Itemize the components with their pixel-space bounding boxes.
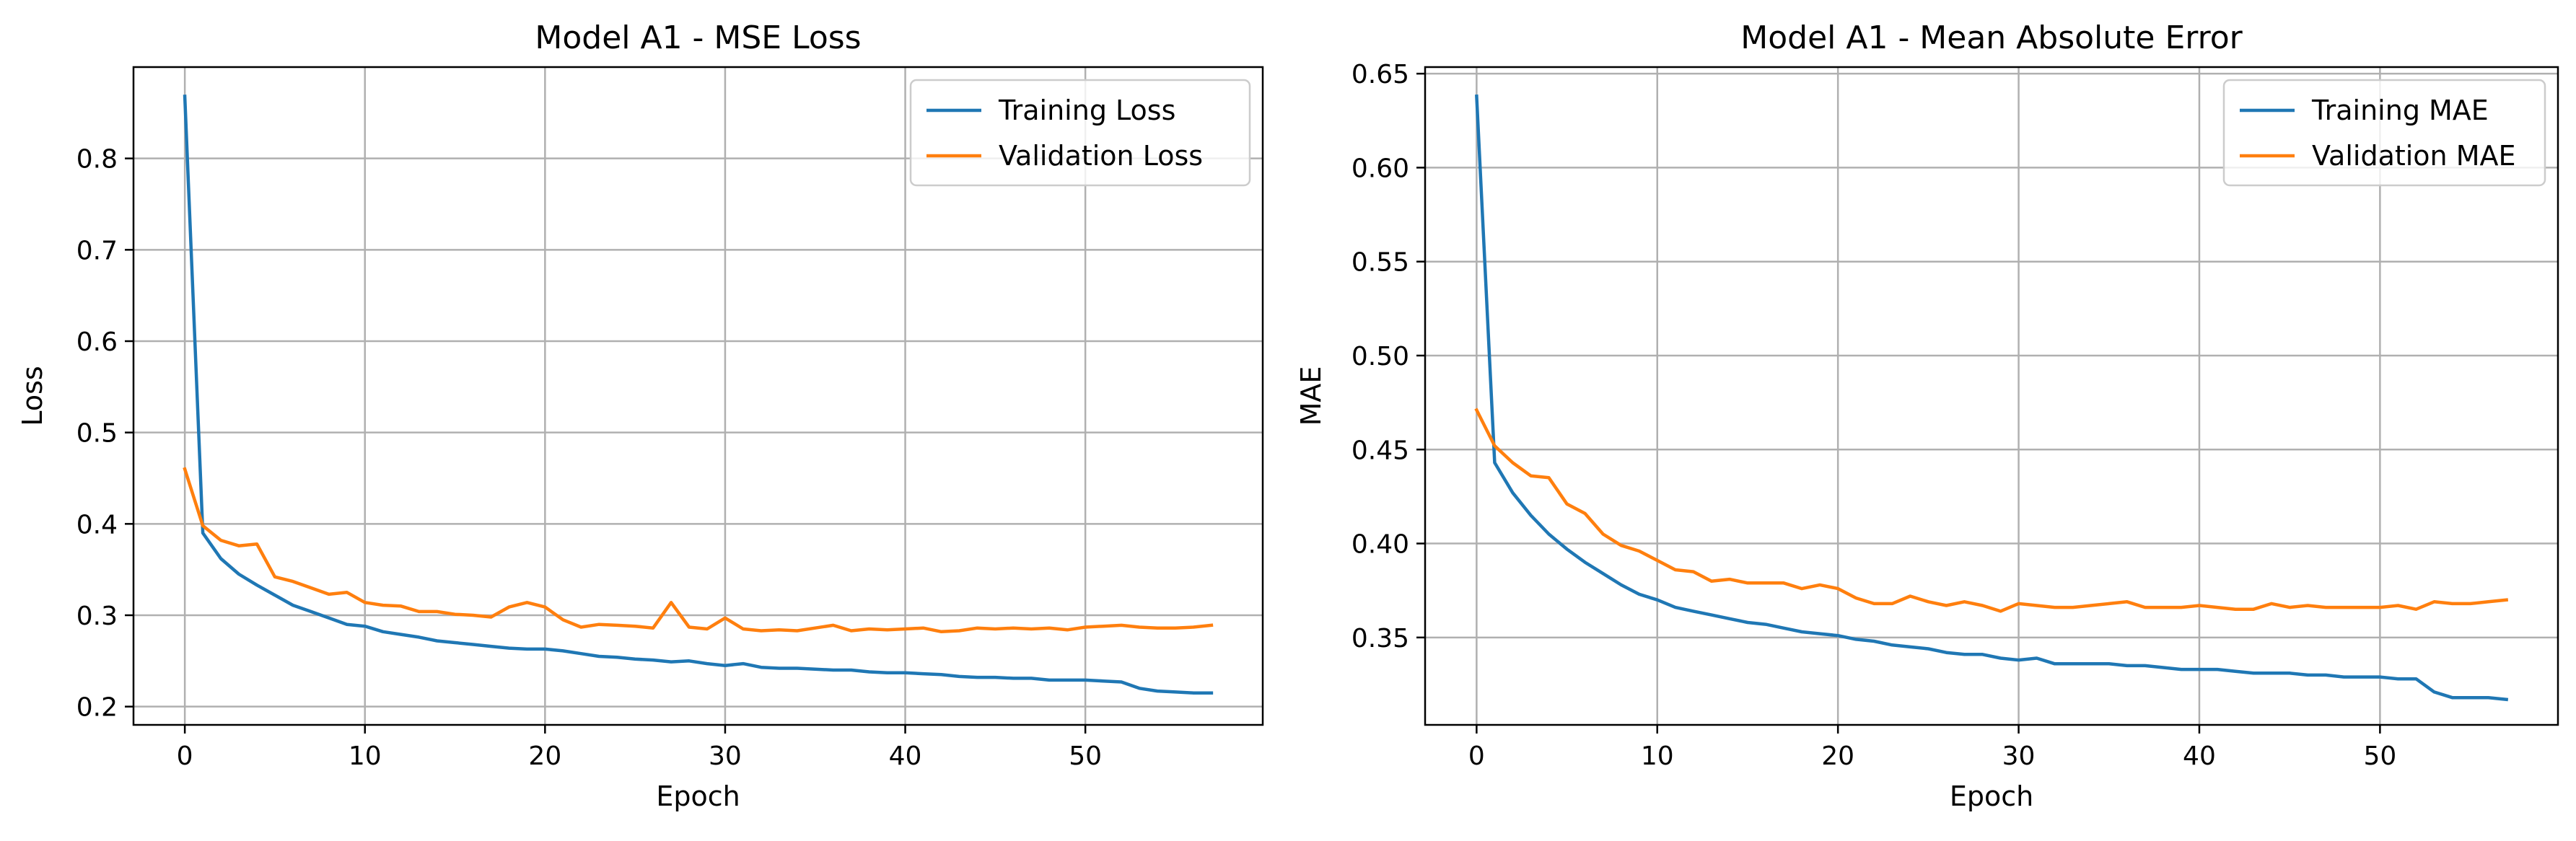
legend-label: Validation MAE — [2312, 140, 2516, 172]
legend-label: Validation Loss — [999, 140, 1203, 172]
x-tick-label: 30 — [2002, 741, 2036, 771]
x-tick-label: 50 — [2363, 741, 2396, 771]
series-line-validation-loss — [183, 467, 1214, 634]
legend-box — [909, 79, 1251, 187]
chart-title: Model A1 - Mean Absolute Error — [1740, 19, 2243, 56]
legend-label: Training MAE — [2311, 94, 2489, 126]
y-tick-label: 0.5 — [76, 419, 118, 449]
y-tick-label: 0.3 — [76, 602, 118, 631]
legend: Training MAE Validation MAE — [2222, 79, 2546, 187]
legend: Training Loss Validation Loss — [909, 79, 1251, 187]
series-line-training-mae — [1475, 94, 2509, 702]
x-tick-label: 20 — [528, 741, 561, 771]
x-tick-label: 20 — [1821, 741, 1854, 771]
series-line-validation-mae — [1474, 408, 2509, 613]
mae-chart: 0 10 20 30 40 50 0.35 0.40 0.45 0.50 0.55 0.60 0.65 M… — [1295, 19, 2559, 812]
y-tick-label: 0.50 — [1351, 342, 1409, 371]
y-tick-label: 0.55 — [1351, 248, 1409, 278]
chart-title: Model A1 - MSE Loss — [535, 19, 861, 56]
x-axis-label: Epoch — [656, 780, 740, 812]
y-tick-label: 0.6 — [76, 327, 118, 357]
legend-box — [2222, 79, 2546, 187]
x-tick-label: 0 — [1468, 741, 1485, 771]
y-tick-label: 0.2 — [76, 693, 118, 723]
y-tick-label: 0.35 — [1351, 624, 1409, 653]
x-tick-label: 30 — [709, 741, 742, 771]
y-axis-label: MAE — [1295, 366, 1327, 426]
x-tick-label: 40 — [2183, 741, 2216, 771]
plot-frame — [1424, 66, 2559, 726]
x-tick-label: 0 — [177, 741, 193, 771]
x-axis-label: Epoch — [1950, 780, 2033, 812]
plot-frame — [132, 66, 1264, 726]
legend-label: Training Loss — [998, 94, 1175, 126]
y-tick-label: 0.8 — [76, 145, 118, 175]
y-tick-label: 0.45 — [1351, 436, 1409, 465]
y-tick-label: 0.65 — [1351, 60, 1409, 89]
x-tick-label: 10 — [1641, 741, 1674, 771]
x-tick-label: 10 — [349, 741, 382, 771]
y-axis-label: Loss — [17, 366, 48, 426]
y-tick-label: 0.7 — [76, 236, 118, 265]
y-tick-label: 0.60 — [1351, 154, 1409, 183]
x-tick-label: 50 — [1069, 741, 1102, 771]
y-tick-label: 0.40 — [1351, 530, 1409, 560]
series-line-training-loss — [183, 94, 1214, 695]
mse-loss-chart: 0 10 20 30 40 50 0.2 0.3 0.4 0.5 0.6 0.7 0.8 Model A1… — [17, 19, 1264, 812]
y-tick-label: 0.4 — [76, 510, 118, 540]
x-tick-label: 40 — [889, 741, 922, 771]
